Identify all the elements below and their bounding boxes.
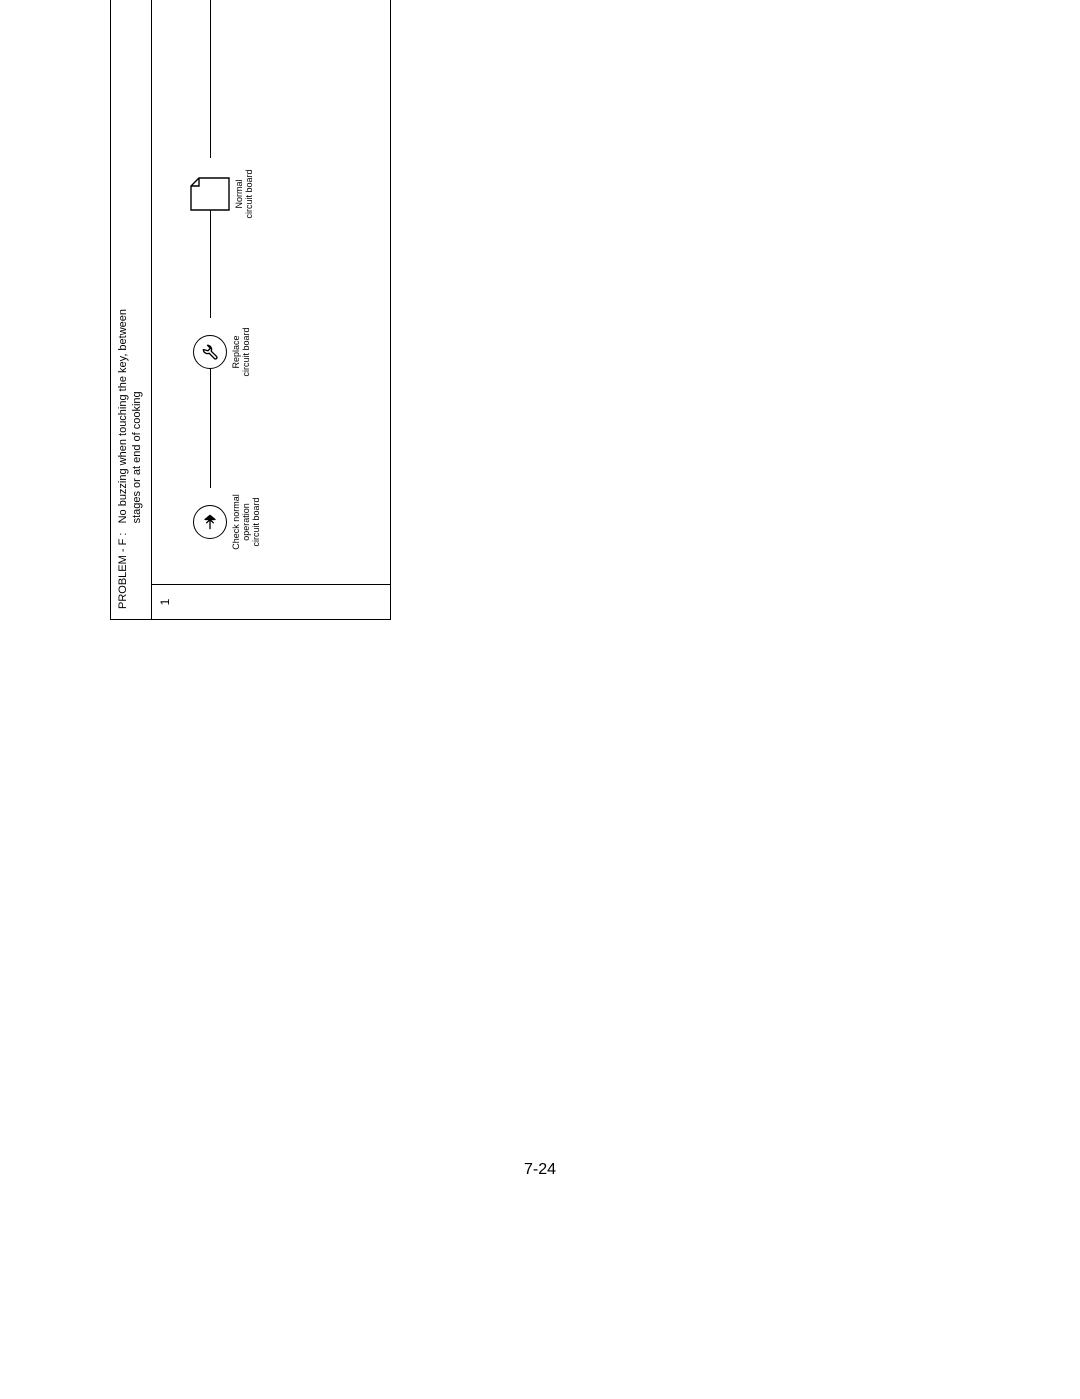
diagram-body: 1 Check normal operation cir [152, 0, 390, 619]
node-check: Check normal operation circuit board [193, 505, 262, 539]
diagram-frame: PROBLEM - F : No buzzing when touching t… [110, 0, 391, 620]
page-number: 7-24 [0, 1161, 1080, 1179]
step-number-cell: 1 [152, 584, 390, 619]
connector-1 [210, 352, 211, 488]
problem-text-line1: No buzzing when touching the key, betwee… [117, 309, 129, 523]
node-check-label: Check normal operation circuit board [231, 477, 262, 567]
document-icon [190, 177, 230, 211]
problem-header: PROBLEM - F : No buzzing when touching t… [111, 0, 152, 619]
node-normal: Normal circuit board [190, 177, 255, 211]
flowchart-area: Check normal operation circuit board Rep… [152, 0, 390, 584]
step-number: 1 [158, 599, 172, 606]
connector-3 [210, 0, 211, 158]
problem-label: PROBLEM - F : [117, 533, 129, 609]
page: PROBLEM - F : No buzzing when touching t… [0, 0, 1080, 1399]
node-replace-label: Replace circuit board [231, 307, 252, 397]
node-normal-label: Normal circuit board [234, 149, 255, 239]
node-replace: Replace circuit board [193, 335, 252, 369]
connector-2 [210, 194, 211, 318]
problem-text-line2: stages or at end of cooking [131, 391, 143, 523]
diagram-rotated-container: PROBLEM - F : No buzzing when touching t… [110, 0, 391, 620]
arrow-icon [193, 505, 227, 539]
wrench-icon [193, 335, 227, 369]
